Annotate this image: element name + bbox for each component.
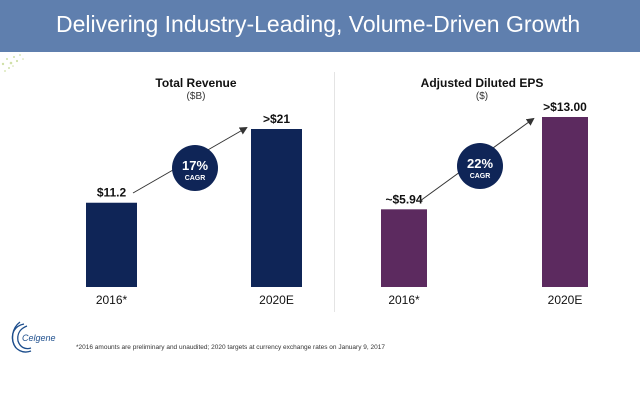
cagr-label: CAGR — [185, 175, 206, 182]
bar-2020E — [251, 129, 302, 287]
bar-2020E — [542, 117, 588, 287]
celgene-logo: Celgene — [11, 321, 56, 353]
bar-2016 — [381, 209, 427, 287]
category-label: 2016* — [96, 293, 128, 307]
cagr-badge — [172, 145, 218, 191]
footnote: *2016 amounts are preliminary and unaudi… — [76, 344, 385, 351]
chart-subtitle: ($) — [476, 91, 488, 102]
category-label: 2020E — [548, 293, 583, 307]
data-label: >$13.00 — [543, 100, 587, 114]
data-label: ~$5.94 — [385, 192, 422, 206]
cagr-value: 22% — [467, 156, 493, 171]
category-label: 2016* — [388, 293, 420, 307]
chart-subtitle: ($B) — [187, 91, 206, 102]
chart-divider — [334, 72, 335, 312]
cagr-value: 17% — [182, 158, 208, 173]
decorative-dots — [1, 54, 24, 72]
chart-title: Adjusted Diluted EPS — [421, 76, 544, 90]
logo-text: Celgene — [22, 333, 56, 343]
bar-2016 — [86, 202, 137, 287]
header-bar: Delivering Industry-Leading, Volume-Driv… — [0, 0, 640, 52]
category-label: 2020E — [259, 293, 294, 307]
cagr-label: CAGR — [470, 173, 491, 180]
cagr-badge — [457, 143, 503, 189]
data-label: >$21 — [263, 112, 290, 126]
data-label: $11.2 — [97, 186, 127, 200]
chart-title: Total Revenue — [155, 76, 236, 90]
page-title: Delivering Industry-Leading, Volume-Driv… — [56, 11, 581, 37]
